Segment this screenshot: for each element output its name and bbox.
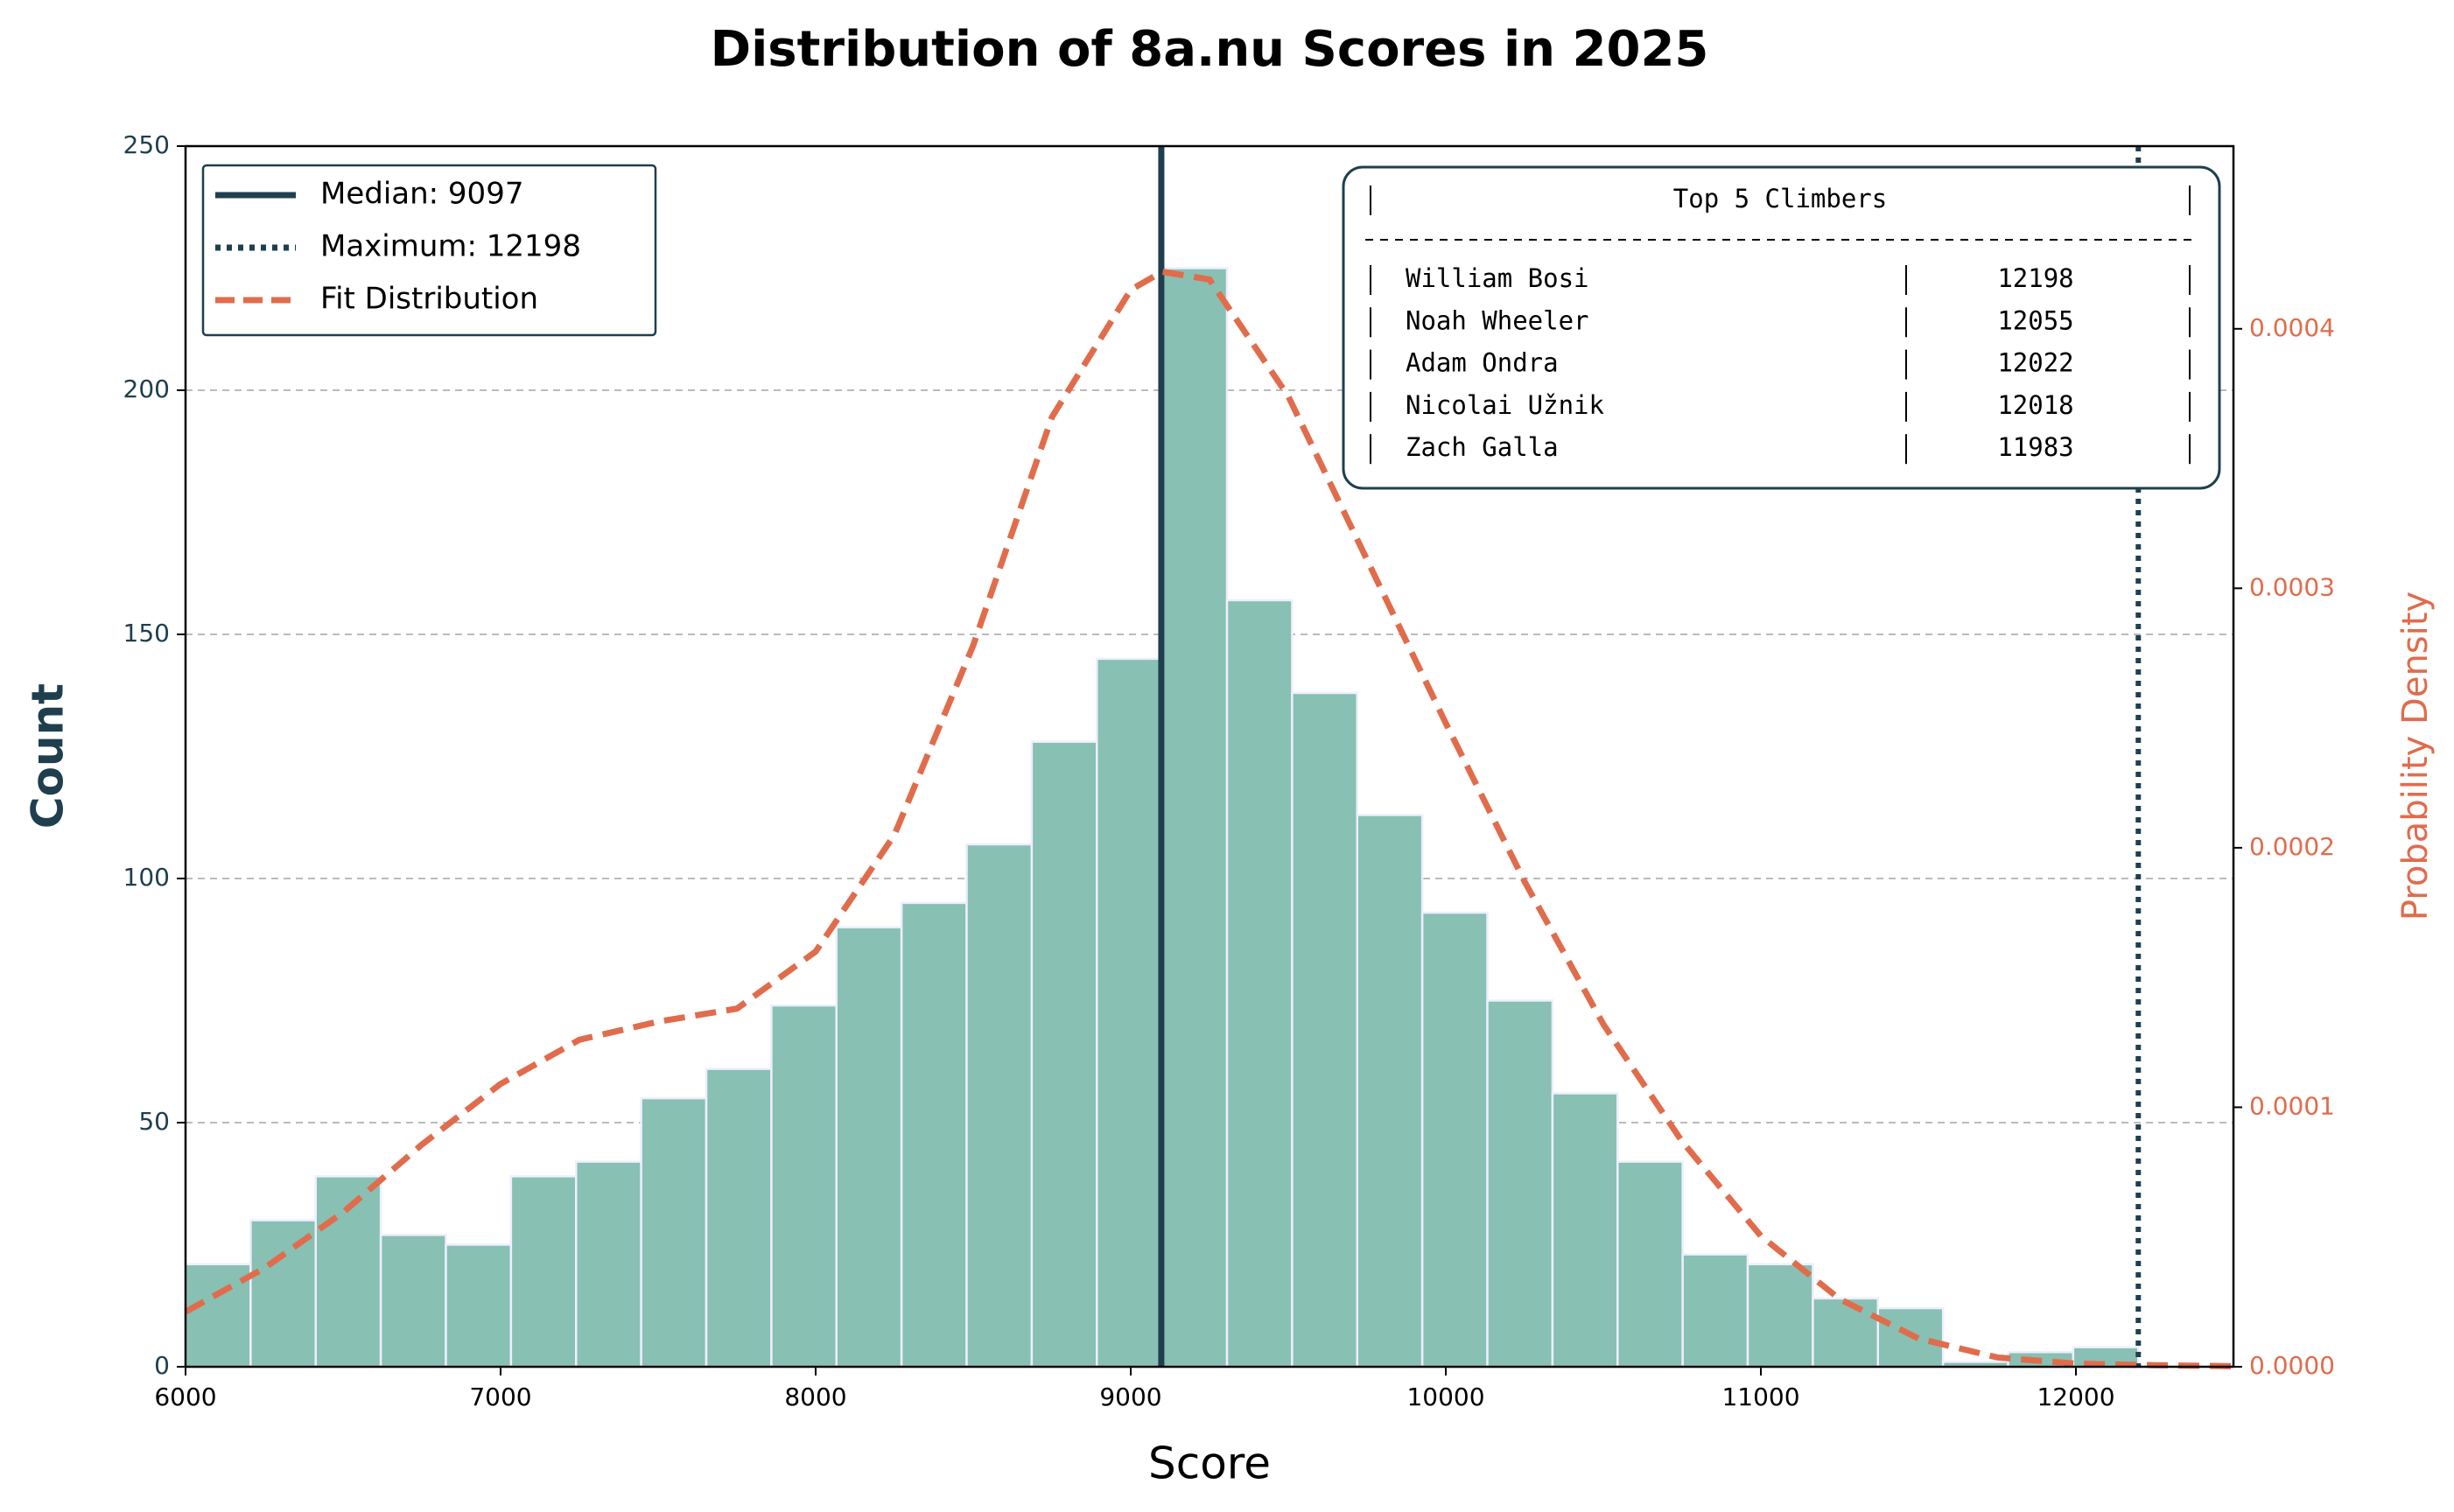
y-tick-label: 200: [123, 374, 170, 403]
x-tick-label: 9000: [1099, 1382, 1161, 1411]
bar: [1096, 657, 1163, 1368]
bar: [705, 1068, 773, 1368]
legend-box: [201, 164, 657, 337]
table-score: 12018: [1997, 390, 2073, 420]
bar: [1746, 1263, 1814, 1368]
bar: [770, 1004, 838, 1368]
bar: [1616, 1160, 1684, 1368]
y-tick-label: 100: [123, 863, 170, 892]
bar: [900, 901, 968, 1368]
table-score: 12198: [1997, 263, 2073, 293]
bar: [1160, 267, 1229, 1368]
density-curve: [184, 268, 2234, 1369]
y2-axis-label: Probability Density: [2395, 592, 2436, 920]
table-name: William Bosi: [1406, 263, 1589, 293]
bar: [1291, 691, 1359, 1368]
y-tick-label: 50: [138, 1107, 170, 1136]
bar: [1420, 911, 1489, 1368]
table-name: Nicolai Užnik: [1406, 390, 1605, 420]
table-name: Zach Galla: [1406, 432, 1559, 462]
table-box: [1342, 165, 2221, 490]
x-axis-label: Score: [1148, 1438, 1271, 1489]
table-title: Top 5 Climbers: [1673, 184, 1887, 214]
bar: [445, 1243, 513, 1368]
x-tick-label: 12000: [2037, 1382, 2114, 1411]
y-tick-label: 0: [154, 1351, 170, 1380]
x-tick-label: 8000: [784, 1382, 846, 1411]
table-score: 11983: [1997, 432, 2073, 462]
bar: [509, 1175, 578, 1368]
y2-tick-label: 0.0002: [2249, 832, 2335, 861]
y-tick-label: 250: [123, 130, 170, 159]
bar: [1812, 1297, 1880, 1368]
x-tick-label: 7000: [469, 1382, 531, 1411]
axes-frame: [184, 144, 2235, 1368]
y-tick-label: 150: [123, 619, 170, 648]
legend-label: Median: 9097: [320, 177, 523, 212]
table-name: Noah Wheeler: [1406, 305, 1589, 335]
x-tick-label: 10000: [1406, 1382, 1484, 1411]
bar: [379, 1234, 447, 1368]
y2-tick-label: 0.0001: [2249, 1091, 2335, 1120]
bar: [1030, 740, 1098, 1368]
table-score: 12022: [1997, 348, 2073, 378]
y2-tick-label: 0.0003: [2249, 572, 2335, 601]
y-axis-label: Count: [23, 683, 74, 829]
bar: [1486, 999, 1554, 1368]
bar: [1551, 1092, 1619, 1368]
y2-tick-label: 0.0004: [2249, 313, 2335, 342]
legend-label: Fit Distribution: [320, 282, 538, 317]
x-tick-label: 6000: [154, 1382, 216, 1411]
x-tick-label: 11000: [1721, 1382, 1799, 1411]
bar: [640, 1096, 708, 1368]
chart-title: Distribution of 8a.nu Scores in 2025: [711, 21, 1709, 78]
bar: [575, 1160, 642, 1368]
table-name: Adam Ondra: [1406, 348, 1559, 378]
bar: [835, 926, 903, 1368]
bar: [965, 843, 1034, 1368]
bar: [1681, 1253, 1749, 1368]
bar: [1225, 598, 1294, 1368]
legend-label: Maximum: 12198: [320, 229, 581, 264]
table-score: 12055: [1997, 305, 2073, 335]
bar: [1356, 814, 1424, 1368]
y2-tick-label: 0.0000: [2249, 1351, 2335, 1380]
